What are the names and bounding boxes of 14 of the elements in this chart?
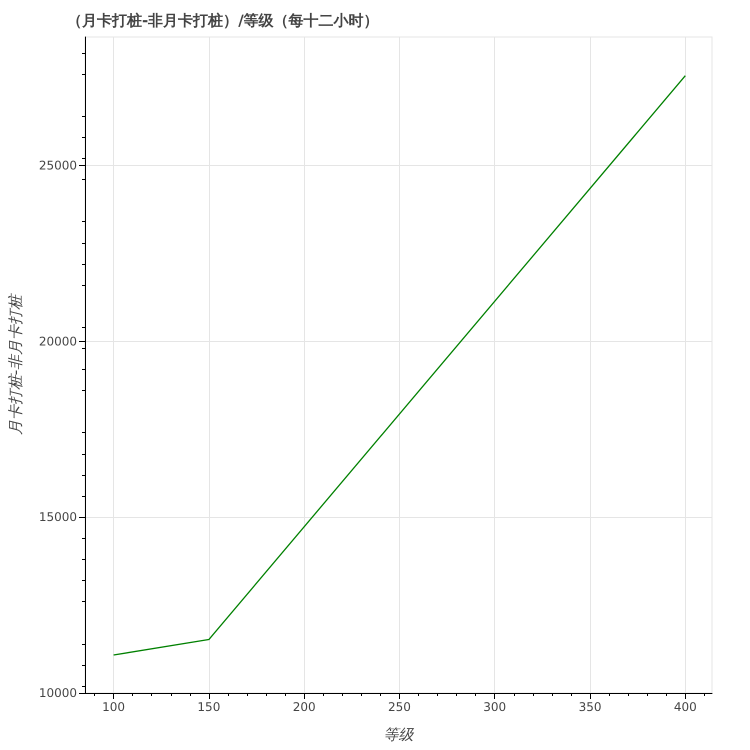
- x-tick-label: 250: [388, 700, 411, 714]
- x-axis-title: 等级: [384, 726, 414, 744]
- y-tick-label: 10000: [38, 686, 77, 700]
- x-tick-label: 150: [197, 700, 220, 714]
- x-tick-label: 200: [292, 700, 316, 714]
- y-axis-title: 月卡打桩-非月卡打桩: [6, 292, 24, 436]
- y-tick-label: 15000: [38, 510, 77, 524]
- x-tick-label: 400: [674, 700, 697, 714]
- x-tick-label: 300: [483, 700, 506, 714]
- x-tick-label: 350: [578, 700, 602, 714]
- y-tick-label: 25000: [38, 158, 77, 172]
- y-tick-label: 20000: [38, 334, 77, 348]
- x-tick-label: 100: [102, 700, 126, 714]
- chart-title: （月卡打桩-非月卡打桩）/等级（每十二小时）: [67, 12, 379, 30]
